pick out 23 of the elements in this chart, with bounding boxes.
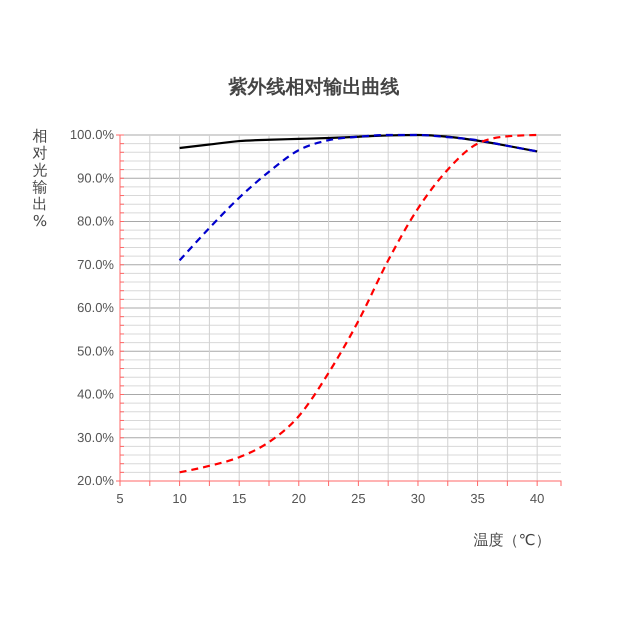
x-axis-title: 温度（℃）: [474, 531, 550, 549]
y-tick-label: 80.0%: [77, 214, 114, 229]
x-tick-label: 35: [470, 491, 485, 506]
chart-title: 紫外线相对输出曲线: [228, 76, 400, 98]
line-series: [178, 134, 538, 474]
line-series: [178, 134, 538, 153]
y-tick-label: 70.0%: [77, 256, 114, 272]
y-axis-title: 相对光输出%: [32, 127, 48, 230]
x-tick-label: 40: [530, 491, 544, 506]
y-tick-label: 40.0%: [77, 386, 114, 402]
line-series: [178, 134, 538, 262]
x-tick-label: 15: [232, 491, 246, 506]
x-tick-label: 5: [116, 491, 124, 506]
x-tick-label: 10: [172, 491, 187, 506]
y-tick-label: 100.0%: [70, 127, 114, 142]
y-tick-label: 50.0%: [77, 343, 114, 358]
x-tick-label: 20: [292, 491, 306, 506]
x-tick-label: 25: [351, 491, 366, 506]
y-tick-label: 60.0%: [77, 300, 114, 316]
y-tick-label: 90.0%: [77, 170, 114, 186]
x-tick-label: 30: [410, 491, 426, 506]
y-tick-label: 30.0%: [77, 430, 114, 445]
y-tick-label: 20.0%: [77, 473, 114, 488]
